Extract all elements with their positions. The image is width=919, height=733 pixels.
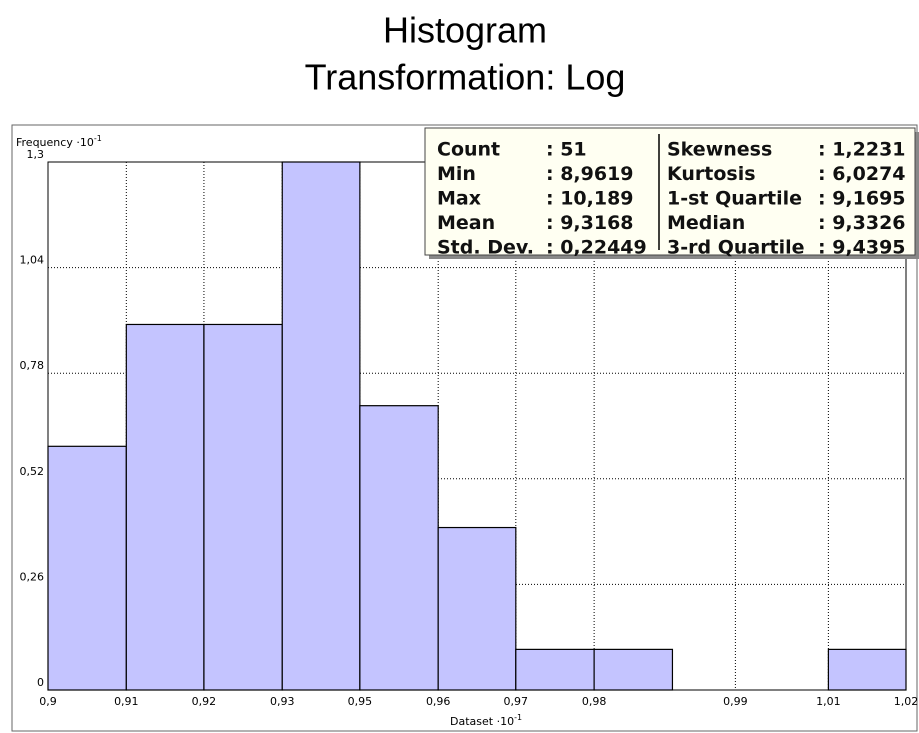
stat-label: 1-st Quartile [667, 188, 802, 210]
x-tick-label: 0,91 [114, 695, 139, 708]
stat-value: : 9,4395 [818, 237, 906, 259]
stat-value: : 6,0274 [818, 163, 906, 185]
y-tick-label: 1,3 [27, 148, 45, 161]
y-tick-label: 0,52 [20, 465, 45, 478]
stat-value: : 9,1695 [818, 188, 906, 210]
y-tick-label: 0,78 [20, 359, 45, 372]
x-axis-label: Dataset ·10-1 [450, 713, 522, 729]
x-tick-label: 0,98 [582, 695, 607, 708]
x-tick-label: 0,93 [270, 695, 295, 708]
bar [125, 323, 205, 691]
stat-value: : 10,189 [546, 188, 634, 210]
bar [281, 161, 361, 691]
bar [593, 648, 674, 691]
stat-label: Count [437, 139, 500, 161]
y-label-text: Frequency ·10 [16, 136, 94, 149]
stat-label: Mean [437, 212, 495, 234]
stat-value: : 8,9619 [546, 163, 634, 185]
stat-label: Max [437, 188, 481, 210]
bar [359, 405, 439, 691]
chart-subtitle: Transformation: Log [305, 57, 626, 98]
chart-title: Histogram [383, 10, 547, 51]
x-tick-label: 0,9 [39, 695, 57, 708]
x-label-text: Dataset ·10 [450, 715, 514, 728]
x-tick-label: 0,95 [348, 695, 373, 708]
y-tick-label: 0 [37, 676, 44, 689]
y-tick-label: 1,04 [20, 254, 45, 267]
stat-label: Kurtosis [667, 163, 756, 185]
y-tick-label: 0,26 [20, 570, 45, 583]
stat-label: Min [437, 163, 476, 185]
x-tick-label: 0,99 [723, 695, 748, 708]
x-tick-label: 0,97 [504, 695, 529, 708]
x-tick-label: 1,01 [816, 695, 841, 708]
x-tick-label: 0,92 [192, 695, 217, 708]
stat-value: : 1,2231 [818, 139, 906, 161]
stat-label: Median [667, 212, 745, 234]
stat-value: : 9,3326 [818, 212, 906, 234]
bar [827, 648, 907, 691]
stat-label: 3-rd Quartile [667, 237, 805, 259]
stat-value: : 51 [546, 139, 587, 161]
bar [47, 445, 127, 691]
x-tick-label: 0,96 [426, 695, 451, 708]
stat-value: : 0,22449 [546, 237, 647, 259]
stat-label: Std. Dev. [437, 237, 534, 259]
y-axis-label: Frequency ·10-1 [16, 134, 102, 150]
stat-label: Skewness [667, 139, 772, 161]
bar [437, 526, 517, 691]
x-label-exponent: -1 [514, 713, 522, 722]
x-tick-label: 1,02 [894, 695, 919, 708]
bar [203, 323, 283, 691]
y-label-exponent: -1 [94, 134, 102, 143]
stat-value: : 9,3168 [546, 212, 634, 234]
bar [515, 648, 595, 691]
stats-box [424, 127, 916, 256]
